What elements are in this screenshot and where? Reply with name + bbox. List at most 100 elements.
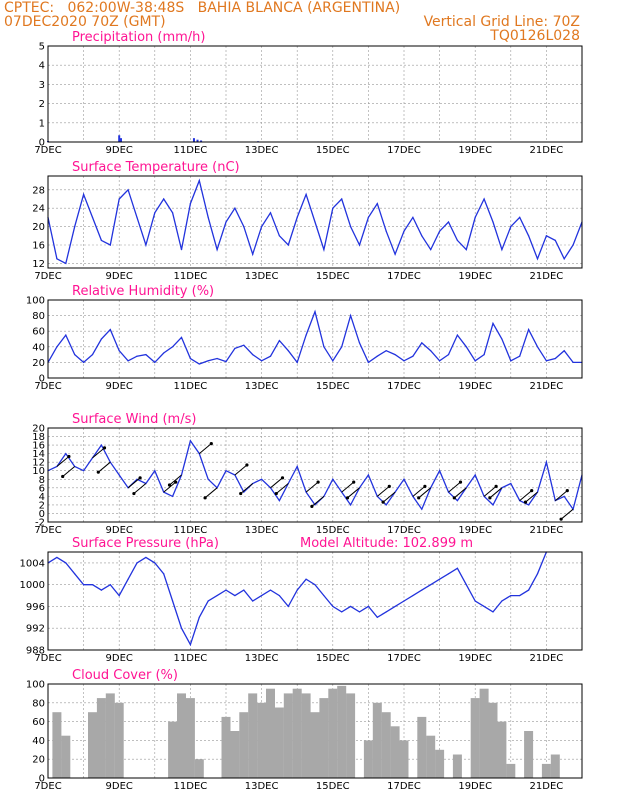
data-point [501,600,503,602]
data-point [367,605,369,608]
bar [114,702,124,778]
data-point [83,584,85,586]
bar [417,716,427,778]
wind-arrow-head [565,489,569,493]
data-point [225,470,227,472]
bar [488,702,498,778]
y-tick-label: 20 [32,358,45,369]
data-point [323,249,325,251]
data-point [403,478,405,480]
data-point [65,453,67,455]
data-point [358,244,361,246]
x-tick-label: 13DEC [245,271,279,282]
y-tick-label: 988 [26,646,45,657]
wind-arrow-head [96,470,100,474]
data-point [252,600,254,602]
wind-arrow [347,487,360,499]
x-tick-label: 15DEC [316,381,350,392]
bar [221,716,231,778]
wind-arrow-head [387,484,391,488]
data-point [358,342,361,344]
data-point [510,482,512,485]
wind-arrow [560,508,574,520]
x-tick-label: 7DEC [34,145,61,156]
x-tick-label: 7DEC [34,525,61,536]
data-point [154,361,156,363]
x-tick-label: 21DEC [530,145,564,156]
x-tick-label: 11DEC [174,271,208,282]
wind-arrow [97,461,111,473]
x-tick-label: 7DEC [34,781,61,792]
y-tick-label: 20 [32,222,45,233]
data-point [332,207,334,209]
data-point [403,600,405,602]
x-tick-label: 21DEC [530,781,564,792]
bar [452,754,462,778]
wind-arrow [62,466,76,477]
wind-arrow [234,464,248,476]
data-point [528,589,530,591]
data-point [109,244,111,246]
data-point [394,253,396,255]
bar [248,693,258,778]
y-tick-label: 996 [26,602,45,613]
data-point [350,315,352,317]
panel-frame [47,45,583,143]
data-point [56,346,58,348]
wind-arrow [418,487,432,499]
data-point [439,360,441,362]
x-tick-label: 13DEC [245,525,279,536]
data-point [545,235,548,237]
data-point [180,336,183,339]
wind-arrow [169,474,182,486]
wind-arrow [382,491,396,503]
data-point [528,329,530,331]
data-point [492,221,494,223]
wind-arrow [311,495,325,507]
wind-arrow [453,487,467,499]
data-point [536,346,539,348]
data-point [287,350,289,352]
data-point [65,334,67,336]
data-point [145,556,147,559]
data-point [314,221,316,223]
data-point [367,361,369,363]
data-point [492,322,494,324]
bar [550,754,560,778]
wind-arrow-head [132,491,136,496]
data-point [412,216,414,218]
x-tick-label: 9DEC [106,653,133,664]
data-point [234,594,236,597]
data-point [572,244,574,246]
data-point [83,193,85,195]
wind-arrow [448,481,461,493]
x-tick-label: 11DEC [174,653,208,664]
data-point [154,212,156,214]
panel-subtitle: Model Altitude: 102.899 m [300,536,473,551]
data-point [305,578,307,580]
wind-arrow-head [174,480,178,484]
wind-arrow [489,487,503,499]
data-point [278,339,280,342]
data-point [145,354,147,356]
y-tick-label: 14 [32,449,45,460]
y-tick-label: 0 [39,509,45,520]
series-line [47,309,582,365]
wind-arrow-head [167,483,172,487]
bar [381,712,391,778]
data-point [510,360,512,362]
x-tick-label: 9DEC [106,781,133,792]
data-point [252,354,254,356]
data-point [563,495,565,497]
bar [194,759,204,778]
data-point [278,235,280,237]
y-tick-label: 80 [32,311,45,322]
data-point [332,360,334,362]
bar [497,721,507,778]
wind-arrow-head [452,496,456,500]
data-point [269,355,272,357]
data-point [234,347,236,349]
bar [192,138,195,142]
x-tick-label: 19DEC [458,145,492,156]
